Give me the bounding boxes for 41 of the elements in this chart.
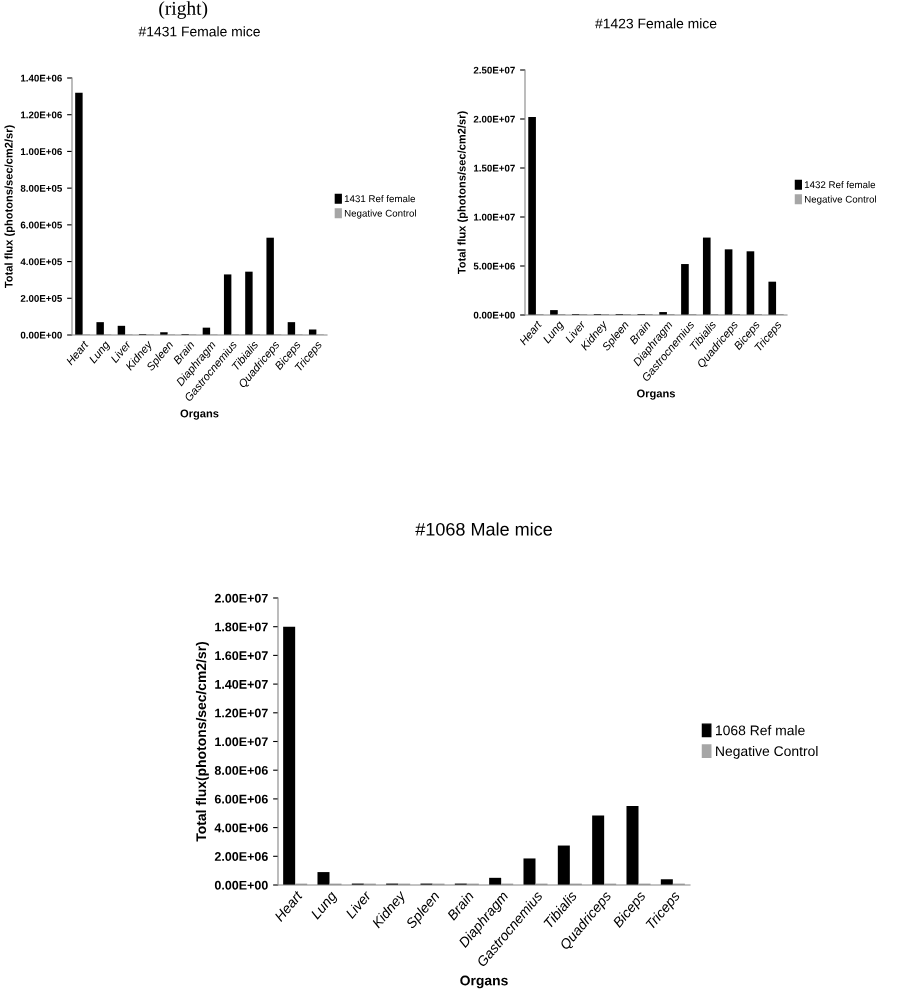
y-tick-label: 5.00E+06 [473, 262, 515, 270]
x-axis-title: Organs [180, 409, 219, 420]
y-tick-label: 4.00E+06 [214, 823, 268, 833]
x-axis-title: Organs [460, 975, 508, 989]
y-tick-label: 1.00E+07 [473, 213, 515, 221]
y-axis-title: Total flux (photons/sec/cm2/sr) [457, 111, 468, 275]
y-tick-label: 0.00E+00 [214, 880, 268, 890]
y-tick-label: 1.40E+06 [20, 74, 62, 82]
y-axis-title: Total flux (photons/sec/cm2/sr) [4, 125, 15, 289]
y-tick-label: 1.20E+07 [215, 708, 268, 718]
legend-label: Negative Control [716, 745, 818, 759]
y-tick-label: 4.00E+05 [20, 258, 63, 266]
y-tick-label: 2.00E+07 [214, 593, 268, 603]
y-tick-label: 0.00E+00 [20, 331, 62, 339]
y-tick-label: 1.00E+06 [20, 148, 62, 156]
y-tick-label: 8.00E+06 [214, 766, 268, 775]
chart-title: #1423 Female mice [595, 18, 717, 29]
chart-title: #1431 Female mice [138, 26, 260, 37]
legend-label: Negative Control [344, 209, 416, 219]
legend-label: 1431 Ref female [344, 195, 416, 203]
y-tick-label: 0.00E+00 [473, 311, 515, 319]
y-tick-label: 1.60E+07 [215, 651, 268, 661]
y-tick-label: 1.40E+07 [215, 679, 268, 689]
y-tick-label: 2.00E+05 [20, 295, 63, 302]
y-tick-label: 6.00E+05 [20, 221, 63, 229]
y-tick-label: 1.20E+06 [20, 111, 62, 119]
y-tick-label: 1.50E+07 [473, 164, 515, 172]
legend-label: 1068 Ref male [716, 725, 805, 736]
y-tick-label: 2.00E+06 [214, 852, 268, 861]
legend-label: 1432 Ref female [804, 181, 876, 189]
text: (right) [159, 1, 208, 19]
y-tick-label: 6.00E+06 [214, 794, 268, 804]
y-tick-label: 2.50E+07 [473, 66, 515, 74]
y-tick-label: 1.00E+07 [215, 737, 268, 747]
x-axis-title: Organs [637, 389, 675, 400]
y-tick-label: 2.00E+07 [473, 115, 515, 123]
chart-title: #1068 Male mice [415, 522, 552, 536]
legend-label: Negative Control [805, 195, 876, 205]
y-tick-label: 1.80E+07 [215, 622, 268, 632]
y-tick-label: 8.00E+05 [20, 184, 63, 192]
y-axis-title: Total flux(photons/sec/cm2/sr) [195, 641, 209, 842]
